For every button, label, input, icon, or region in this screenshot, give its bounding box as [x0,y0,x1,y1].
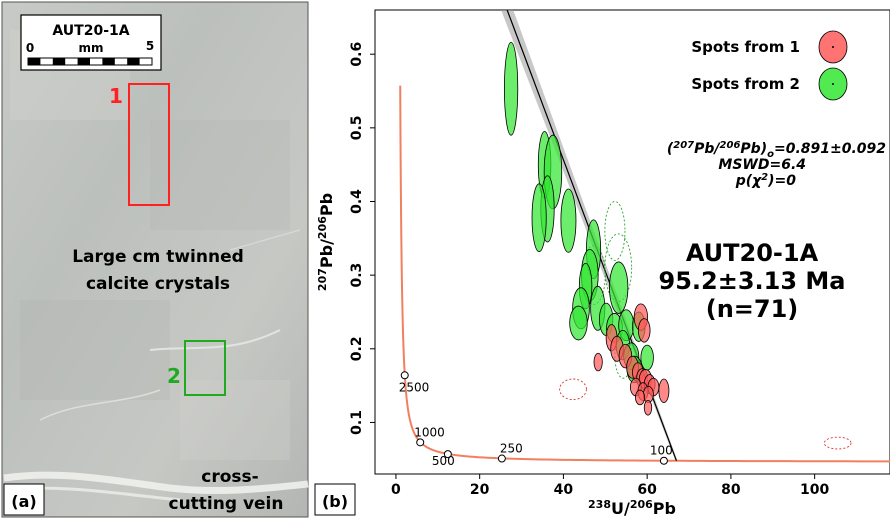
panel-a-label: (a) [11,492,36,511]
texture-patch [150,120,290,230]
fracture-line [149,329,281,351]
vein-caption-line2: cutting vein [169,494,284,514]
scale-unit: mm [78,41,103,55]
y-tick-label: 0.5 [349,115,365,140]
x-tick-label: 40 [554,482,574,498]
x-tick-label: 100 [800,482,829,498]
x-tick-label: 0 [391,482,401,498]
spot-1-ellipse [635,389,646,406]
concordia-age-label: 250 [500,442,523,456]
spot-1-ellipse [643,399,653,416]
legend-swatch-dot-2 [832,83,834,85]
concordia-age-marker [416,438,425,447]
panel-b-label-box [314,483,356,516]
concordia-group [399,85,890,465]
scale-bar [27,57,153,66]
y-axis-title: 207Pb/206Pb [316,193,336,291]
region-1-label: 1 [109,84,123,108]
result-age: 95.2±3.13 Ma [659,267,846,295]
rock-surface [1,1,309,518]
legend-label-1: Spots from 1 [691,38,800,56]
x-tick-label: 20 [470,482,490,498]
axes-group: 0 20 40 60 80 100 0.1 0.2 0.3 0.4 0.5 0.6 [349,42,829,498]
fracture-line [39,389,161,421]
x-tick-label: 80 [721,482,741,498]
spot-1-ellipse [637,318,651,343]
panel-b-label: (b) [322,492,348,511]
concordia-age-label: 2500 [399,380,430,394]
concordia-age-marker [497,454,506,463]
panel-b-chart: 2500 1000 500 250 100 0 20 40 60 80 100 0.1 0.2 0.3 0… [312,0,890,519]
scale-max: 5 [146,39,154,53]
spot-1-rejected-ellipse [559,378,587,401]
vein-caption-line1: cross- [201,467,258,487]
panel-a-label-box [3,483,45,516]
spot-1-ellipse [658,378,670,403]
result-n: (n=71) [706,295,799,323]
fracture-line [229,229,301,251]
y-tick-label: 0.4 [349,189,365,214]
x-tick-label: 60 [637,482,657,498]
y-tick-label: 0.6 [349,42,365,67]
concordia-age-marker [400,371,409,380]
vein [3,471,309,495]
spot-2-ellipse [569,305,588,341]
result-sample: AUT20-1A [686,239,819,267]
y-tick-label: 0.2 [349,336,365,361]
texture-patch [180,380,290,460]
y-tick-label: 0.1 [349,410,365,435]
crystals-caption-line1: Large cm twinned [72,247,244,267]
legend: Spots from 1 Spots from 2 [691,30,848,101]
region-1-box [128,83,170,206]
concordia-age-marker [659,456,668,465]
intercept-text: (207Pb/206Pb)o=0.891±0.092 [667,140,886,160]
photo-canvas: AUT20-1A 0 mm 5 1 2 Large cm twinned cal… [1,1,309,518]
x-axis-title: 238U/206Pb [588,498,676,518]
texture-patch [20,300,170,400]
mswd-text: MSWD=6.4 [718,157,806,173]
spot-2-rejected-ellipse [604,201,626,261]
legend-swatch-dot-1 [832,46,834,48]
spot-2-ellipse [609,261,629,314]
spot-2-ellipse [503,42,519,136]
concordia-age-label: 500 [432,454,455,468]
y-tick-label: 0.3 [349,263,365,288]
concordia-age-label: 1000 [414,425,445,439]
spot-2-rejected-ellipse [604,233,633,303]
spot-2-ellipse [560,188,577,253]
crystals-caption-line2: calcite crystals [86,274,230,294]
legend-label-2: Spots from 2 [691,75,800,93]
spot-2-ellipse [531,183,547,252]
ellipses-group [503,42,852,450]
plot-area [374,9,890,475]
region-2-box [184,340,226,396]
concordia-curve [399,85,890,463]
concordia-tick-labels: 2500 1000 500 250 100 [399,380,673,468]
spot-1-rejected-ellipse [823,436,852,450]
concordia-age-label: 100 [650,444,673,458]
panel-a-photo: AUT20-1A 0 mm 5 1 2 Large cm twinned cal… [0,0,310,519]
concordia-age-marker [443,450,452,459]
region-2-label: 2 [167,364,181,388]
spot-2-ellipse [640,344,654,371]
spot-1-ellipse [593,352,603,372]
p-value-text: p(χ2)=0 [735,172,797,189]
scale-zero: 0 [26,41,34,55]
sample-label: AUT20-1A [52,23,129,39]
